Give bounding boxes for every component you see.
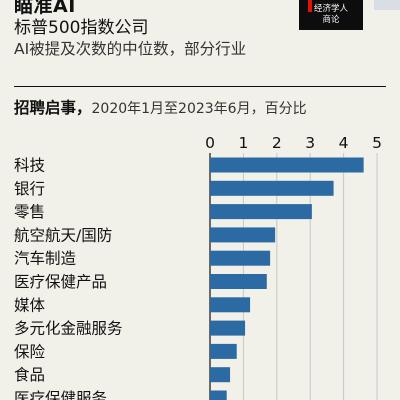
category-label: 医疗保健产品 bbox=[14, 273, 107, 291]
x-tick-label: 0 bbox=[205, 134, 215, 152]
badge-line-2: 商论 bbox=[322, 15, 340, 25]
section-range: 2020年1月至2023年6月，百分比 bbox=[91, 101, 307, 117]
badge-accent-bar bbox=[308, 0, 312, 12]
x-tick-label: 5 bbox=[372, 134, 382, 152]
badge-line-1: 经济学人 bbox=[313, 4, 348, 14]
chart-title: 瞄准AI bbox=[14, 0, 76, 17]
bar bbox=[210, 180, 334, 196]
bar bbox=[210, 343, 237, 359]
section-header: 招聘启事，2020年1月至2023年6月，百分比 bbox=[14, 96, 307, 118]
x-tick-label: 3 bbox=[305, 134, 315, 152]
bar bbox=[210, 320, 246, 336]
publisher-badge: 经济学人 商论 bbox=[299, 0, 363, 30]
chart-subtitle: 标普500指数公司 bbox=[14, 18, 149, 38]
x-tick-label: 4 bbox=[339, 134, 349, 152]
category-label: 零售 bbox=[14, 203, 45, 221]
bar bbox=[210, 227, 276, 243]
category-label: 食品 bbox=[14, 366, 45, 384]
section-title: 招聘启事， bbox=[14, 99, 92, 117]
category-label: 银行 bbox=[14, 180, 45, 198]
bar bbox=[210, 390, 227, 400]
category-label: 科技 bbox=[14, 157, 45, 175]
x-tick-label: 2 bbox=[272, 134, 282, 152]
x-tick-label: 1 bbox=[238, 134, 248, 152]
bar bbox=[210, 367, 231, 383]
bar bbox=[210, 274, 267, 289]
category-label: 多元化金融服务 bbox=[14, 320, 123, 338]
chart-description: AI被提及次数的中位数，部分行业 bbox=[14, 40, 247, 58]
category-label: 医疗保健服务 bbox=[14, 390, 107, 400]
category-label: 保险 bbox=[14, 343, 46, 361]
side-panel-edge bbox=[374, 0, 400, 10]
category-label: 航空航天/国防 bbox=[14, 226, 112, 244]
category-label: 媒体 bbox=[14, 296, 46, 314]
category-label: 汽车制造 bbox=[14, 250, 77, 268]
bar bbox=[210, 204, 312, 220]
bar bbox=[210, 157, 364, 173]
bar bbox=[210, 250, 271, 266]
section-rule bbox=[14, 86, 386, 87]
bar bbox=[210, 297, 251, 313]
